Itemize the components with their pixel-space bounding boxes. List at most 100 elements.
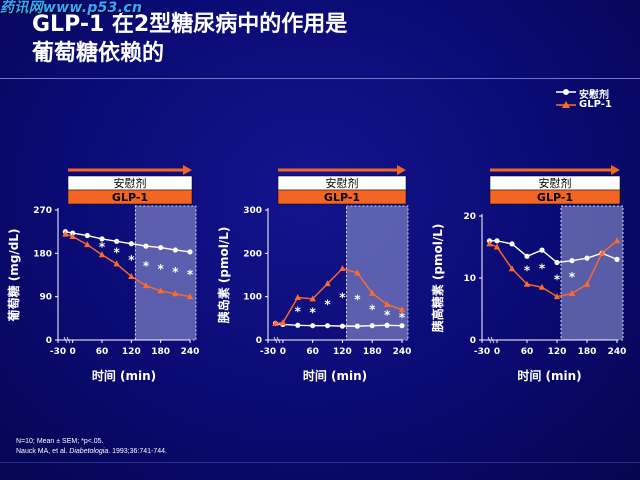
data-point-placebo: [84, 232, 90, 239]
series-line-placebo: [65, 230, 191, 253]
band-label-placebo: 安慰剂: [326, 176, 359, 190]
x-tick-label: 240: [608, 347, 627, 357]
band-glp1: [489, 189, 621, 205]
y-tick-label: 0: [470, 336, 476, 346]
data-point-glp1: [339, 265, 346, 271]
data-point-placebo: [584, 255, 590, 261]
slide-title: GLP-1 在2型糖尿病中的作用是 葡萄糖依赖的: [32, 10, 347, 68]
significance-asterisk: *: [324, 298, 331, 312]
y-tick-label: 90: [39, 293, 52, 303]
significance-asterisk: *: [310, 305, 317, 319]
data-point-placebo: [99, 236, 105, 242]
data-point-glp1: [553, 293, 561, 300]
data-point-placebo: [295, 322, 301, 328]
y-tick-label: 100: [243, 293, 262, 303]
data-point-placebo: [158, 244, 164, 251]
significance-asterisk: *: [187, 267, 194, 281]
data-point-glp1: [279, 319, 287, 326]
footnote: N=10; Mean ± SEM; *p<.05. Nauck MA, et a…: [16, 437, 167, 457]
data-point-placebo: [172, 247, 178, 253]
x-tick-label: 120: [333, 347, 352, 357]
x-axis-break: [273, 336, 281, 344]
data-point-glp1: [523, 280, 531, 287]
band-label-placebo: 安慰剂: [539, 176, 572, 190]
x-tick-label: -30: [50, 347, 66, 357]
data-point-placebo: [143, 243, 149, 249]
data-point-glp1: [69, 232, 76, 239]
data-point-glp1: [98, 251, 106, 258]
data-point-placebo: [324, 323, 331, 329]
x-tick-label: 0: [70, 347, 76, 357]
y-tick-label: 200: [243, 249, 262, 259]
infusion-arrow-head: [611, 165, 620, 175]
footnote-line-2: Nauck MA, et al. Diabetologia. 1993;36:7…: [16, 447, 167, 457]
data-point-glp1: [369, 289, 376, 296]
y-tick-label: 20: [463, 212, 476, 222]
y-tick-label: 0: [256, 336, 262, 346]
legend-swatch-glp1: [556, 101, 576, 108]
significance-asterisk: *: [539, 262, 546, 276]
title-divider: [0, 78, 640, 79]
x-tick-label: -30: [474, 347, 490, 357]
x-tick-label: 0: [280, 347, 286, 357]
data-point-glp1: [613, 237, 621, 244]
data-point-placebo: [187, 249, 193, 255]
data-point-placebo: [569, 258, 575, 264]
data-point-glp1: [493, 243, 501, 250]
data-point-glp1: [142, 282, 150, 289]
data-point-glp1: [568, 290, 576, 296]
series-line-placebo: [489, 240, 618, 264]
citation-authors: Nauck MA, et al.: [16, 448, 70, 455]
data-point-glp1: [128, 272, 135, 279]
significance-asterisk: *: [354, 292, 361, 306]
x-tick-label: 60: [96, 347, 109, 357]
x-tick-label: 60: [306, 347, 319, 357]
data-point-glp1: [354, 269, 361, 276]
data-point-placebo: [614, 256, 620, 262]
x-tick-label: 60: [521, 347, 534, 357]
data-point-placebo: [354, 323, 360, 329]
data-point-glp1: [398, 306, 406, 313]
data-point-placebo: [524, 253, 530, 259]
significance-asterisk: *: [569, 270, 576, 284]
data-point-placebo: [554, 259, 560, 266]
citation-details: . 1993;36:741-744.: [108, 448, 167, 455]
significance-asterisk: *: [99, 240, 106, 254]
infusion-arrow-head: [397, 165, 406, 175]
significance-asterisk: *: [158, 262, 165, 276]
infusion-arrow-head: [183, 165, 192, 175]
x-tick-label: -30: [260, 347, 276, 357]
data-point-placebo: [369, 323, 375, 329]
data-point-glp1: [486, 240, 493, 247]
data-point-placebo: [310, 323, 316, 329]
series-line-glp1: [275, 267, 403, 325]
x-tick-label: 180: [151, 347, 170, 357]
x-tick-label: 240: [393, 347, 412, 357]
data-point-glp1: [538, 283, 546, 290]
footnote-line-1: N=10; Mean ± SEM; *p<.05.: [16, 438, 104, 445]
significance-asterisk: *: [295, 304, 302, 318]
x-tick-label: 180: [363, 347, 382, 357]
data-point-placebo: [539, 247, 545, 253]
y-axis-label: 胰高糖素 (pmol/L): [430, 224, 445, 333]
data-point-glp1: [309, 295, 316, 302]
data-point-glp1: [272, 320, 279, 327]
data-point-placebo: [114, 238, 120, 244]
series-line-glp1: [65, 233, 191, 298]
band-glp1: [67, 189, 193, 205]
significance-asterisk: *: [114, 246, 121, 260]
title-line-1: GLP-1 在2型糖尿病中的作用是: [32, 12, 348, 37]
x-axis-break: [487, 336, 495, 344]
y-tick-label: 300: [243, 206, 262, 216]
data-point-glp1: [383, 300, 391, 307]
series-line-glp1: [489, 240, 618, 298]
x-axis-label: 时间 (min): [303, 368, 367, 383]
data-point-glp1: [324, 280, 331, 287]
data-point-glp1: [62, 230, 69, 237]
watermark: 药讯网www.p53.cn: [0, 0, 143, 16]
x-axis-break: [63, 336, 71, 344]
shaded-infusion-region: [134, 205, 197, 341]
data-point-glp1: [598, 249, 606, 256]
